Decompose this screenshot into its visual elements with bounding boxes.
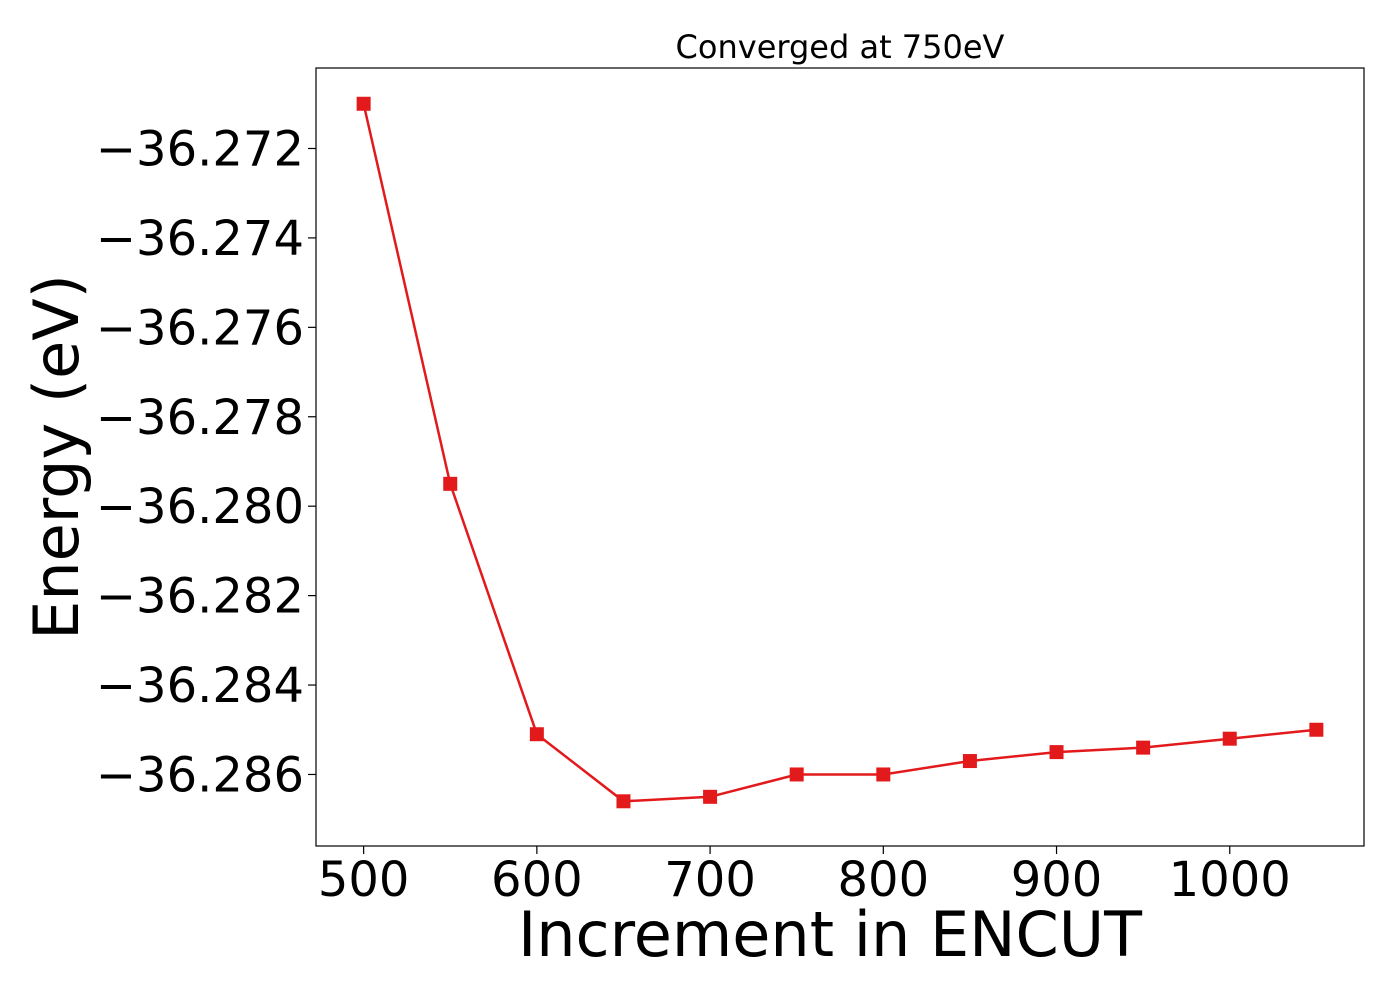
x-tick-label: 900: [1011, 852, 1103, 908]
series-line: [362, 103, 1317, 803]
y-tick-label: −36.274: [96, 211, 304, 267]
y-tick-label: −36.280: [96, 479, 304, 535]
data-point-marker: [1309, 722, 1324, 737]
y-tick-label: −36.284: [96, 658, 304, 714]
data-point-marker: [789, 767, 804, 782]
y-axis-ticks: −36.272 −36.274 −36.276 −36.278 −36.280 −36.2…: [96, 121, 316, 803]
x-tick-label: 500: [318, 852, 410, 908]
y-tick-label: −36.278: [96, 390, 304, 446]
y-tick-label: −36.286: [96, 747, 304, 803]
data-point-marker: [1136, 740, 1151, 755]
data-point-marker: [1222, 731, 1237, 746]
x-tick-label: 800: [837, 852, 929, 908]
data-point-marker: [703, 789, 718, 804]
data-point-marker: [962, 754, 977, 769]
x-tick-label: 700: [664, 852, 756, 908]
x-tick-label: 600: [491, 852, 583, 908]
y-axis-label: Energy (eV): [20, 274, 93, 640]
plot-area: [315, 67, 1365, 847]
y-tick-label: −36.282: [96, 569, 304, 625]
data-point-marker: [876, 767, 891, 782]
chart-title: Converged at 750eV: [676, 28, 1005, 66]
data-point-marker: [443, 476, 458, 491]
data-point-marker: [616, 794, 631, 809]
x-tick-label: 1000: [1169, 852, 1291, 908]
series-layer: [356, 96, 1324, 809]
data-point-marker: [356, 96, 371, 111]
y-tick-label: −36.272: [96, 121, 304, 177]
data-point-marker: [1049, 745, 1064, 760]
data-point-marker: [529, 727, 544, 742]
x-axis-label: Increment in ENCUT: [518, 898, 1143, 971]
y-tick-label: −36.276: [96, 300, 304, 356]
x-axis-ticks: 500 600 700 800 900 1000: [318, 846, 1291, 908]
